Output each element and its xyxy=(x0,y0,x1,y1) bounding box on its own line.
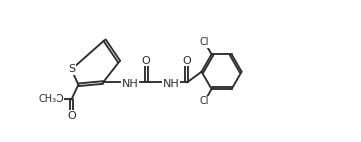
Text: S: S xyxy=(68,64,75,74)
Text: O: O xyxy=(55,94,64,104)
Text: NH: NH xyxy=(162,79,179,89)
Text: O: O xyxy=(67,111,76,121)
Text: O: O xyxy=(142,56,151,66)
Text: Cl: Cl xyxy=(200,96,209,106)
Text: Cl: Cl xyxy=(200,37,209,47)
Text: O: O xyxy=(183,56,191,66)
Text: NH: NH xyxy=(122,79,138,89)
Text: CH₃: CH₃ xyxy=(39,94,57,104)
